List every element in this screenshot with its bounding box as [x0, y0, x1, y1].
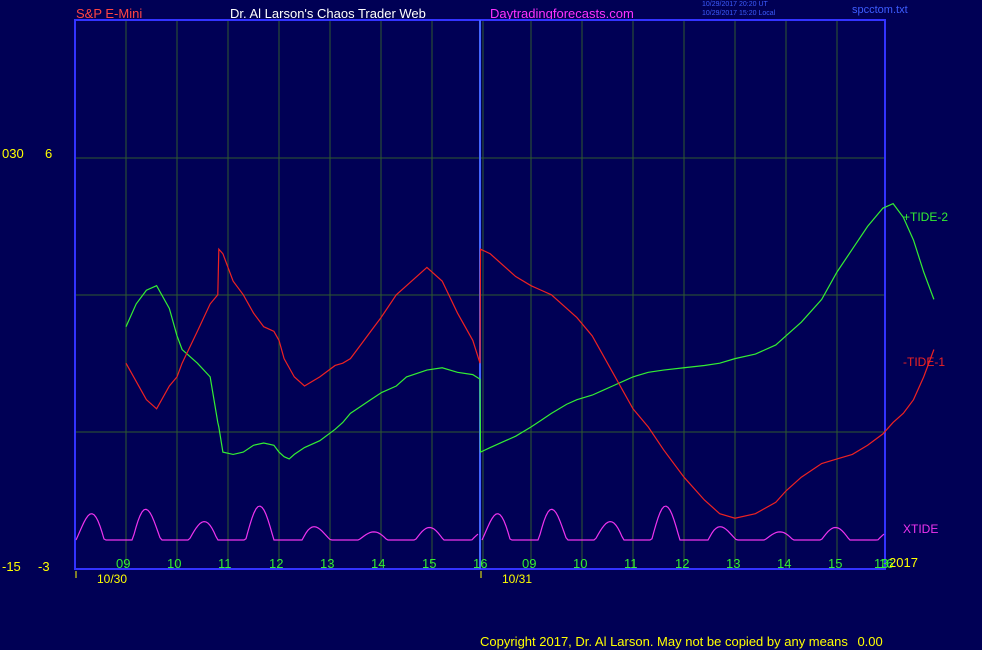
xtide-layer [75, 505, 885, 541]
y-label-bottom-inner: -3 [38, 559, 50, 574]
x-tick-hour: 15 [422, 556, 436, 571]
x-tick-hour: 13 [726, 556, 740, 571]
copyright-notice: Copyright 2017, Dr. Al Larson. May not b… [480, 634, 883, 649]
series-line-tide2 [125, 202, 935, 460]
x-tick-hour: 13 [320, 556, 334, 571]
x-tick-hour: 12 [675, 556, 689, 571]
timestamp-ut: 10/29/2017 20:20 UT [702, 1, 768, 8]
y-label-bottom-outer: -15 [2, 559, 21, 574]
x-tick-hour: 10 [167, 556, 181, 571]
site-link[interactable]: Daytradingforecasts.com [490, 6, 634, 21]
timestamp-local: 10/29/2017 15:20 Local [702, 10, 776, 17]
symbol-label: S&P E-Mini [76, 6, 143, 21]
copyright-text: Copyright 2017, Dr. Al Larson. May not b… [480, 634, 848, 649]
x-tick-hour: 09 [116, 556, 130, 571]
x-tick-hour: 11 [624, 556, 638, 571]
xtide-line-day2 [481, 505, 885, 541]
series-layer [125, 202, 935, 519]
series-line-tide1 [125, 247, 935, 519]
chart-title: Dr. Al Larson's Chaos Trader Web [230, 6, 426, 21]
xtide-line-day1 [75, 505, 479, 541]
legend-tide1: -TIDE-1 [903, 355, 945, 369]
x-tick-hour: 16 [473, 556, 487, 571]
file-name: spcctom.txt [852, 4, 908, 16]
y-label-top-outer: 030 [2, 146, 24, 161]
x-tick-hour: 11 [218, 556, 232, 571]
x-tick-hour: 10 [573, 556, 587, 571]
footer-value: 0.00 [857, 634, 883, 649]
legend-xtide: XTIDE [903, 522, 938, 536]
x-tick-hour: 14 [777, 556, 791, 571]
x-tick-date: 10/31 [502, 572, 532, 586]
x-tick-hour-last: 13 [874, 556, 888, 571]
year-label: 2017 [889, 555, 918, 570]
legend-tide2: +TIDE-2 [903, 210, 948, 224]
y-label-top-inner: 6 [45, 146, 52, 161]
x-tick-date: 10/30 [97, 572, 127, 586]
x-tick-hour: 09 [522, 556, 536, 571]
x-tick-hour: 12 [269, 556, 283, 571]
x-tick-hour: 14 [371, 556, 385, 571]
x-tick-hour: 16 [879, 556, 893, 571]
x-tick-hour: 15 [828, 556, 842, 571]
